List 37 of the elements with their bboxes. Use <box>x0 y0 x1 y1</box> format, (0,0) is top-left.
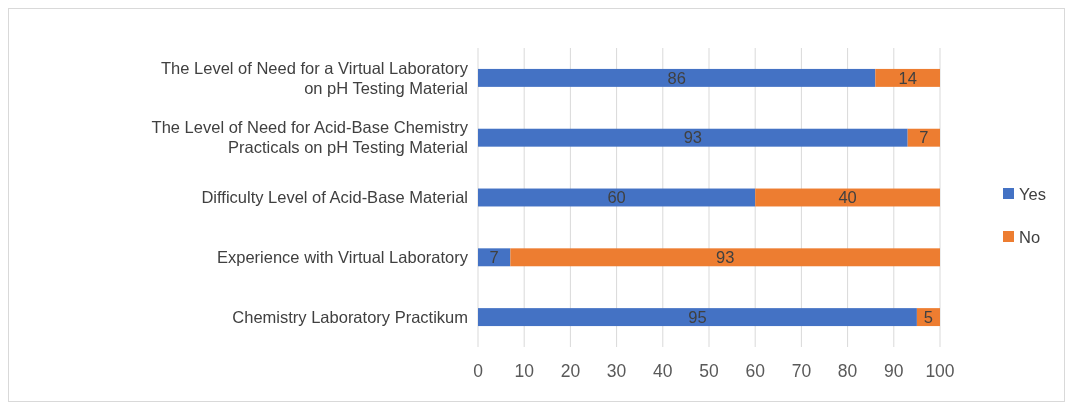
bar <box>478 188 756 207</box>
bar <box>907 128 940 147</box>
x-tick-label: 70 <box>791 361 812 381</box>
data-label: 40 <box>838 188 857 207</box>
y-tick-label: The Level of Need for Acid-Base Chemistry Practicals on pH Testing Material <box>151 118 469 157</box>
legend-label: No <box>1019 227 1041 246</box>
bar <box>875 68 940 87</box>
x-tick-label: 80 <box>837 361 858 381</box>
bar <box>478 308 917 327</box>
bar <box>755 188 940 207</box>
y-tick-label: The Level of Need for a Virtual Laboratory on pH Testing Material <box>161 58 469 97</box>
data-label: 86 <box>667 68 686 87</box>
bar <box>478 248 511 267</box>
data-label: 93 <box>683 128 703 147</box>
y-tick-label: Chemistry Laboratory Practikum <box>232 307 468 326</box>
bar <box>478 68 876 87</box>
x-tick-label: 30 <box>606 361 627 381</box>
legend-label: Yes <box>1019 184 1046 203</box>
y-tick-label: Difficulty Level of Acid-Base Material <box>201 188 468 207</box>
bar <box>478 128 908 147</box>
x-tick-label: 50 <box>699 361 719 381</box>
data-label: 95 <box>688 307 707 326</box>
x-tick-label: 10 <box>514 361 535 381</box>
data-label: 5 <box>923 307 934 326</box>
x-tick-label: 0 <box>473 361 484 381</box>
data-label: 7 <box>489 248 499 267</box>
data-label: 93 <box>715 248 735 267</box>
x-tick-label: 20 <box>560 361 581 381</box>
x-tick-label: 40 <box>653 361 673 381</box>
data-label: 14 <box>898 68 917 87</box>
x-tick-label: 100 <box>925 361 955 381</box>
data-label: 60 <box>607 188 626 207</box>
x-tick-label: 60 <box>745 361 766 381</box>
y-tick-label: Experience with Virtual Laboratory <box>217 248 469 267</box>
x-tick-label: 90 <box>884 361 904 381</box>
bar <box>510 248 940 267</box>
data-label: 7 <box>919 128 929 147</box>
